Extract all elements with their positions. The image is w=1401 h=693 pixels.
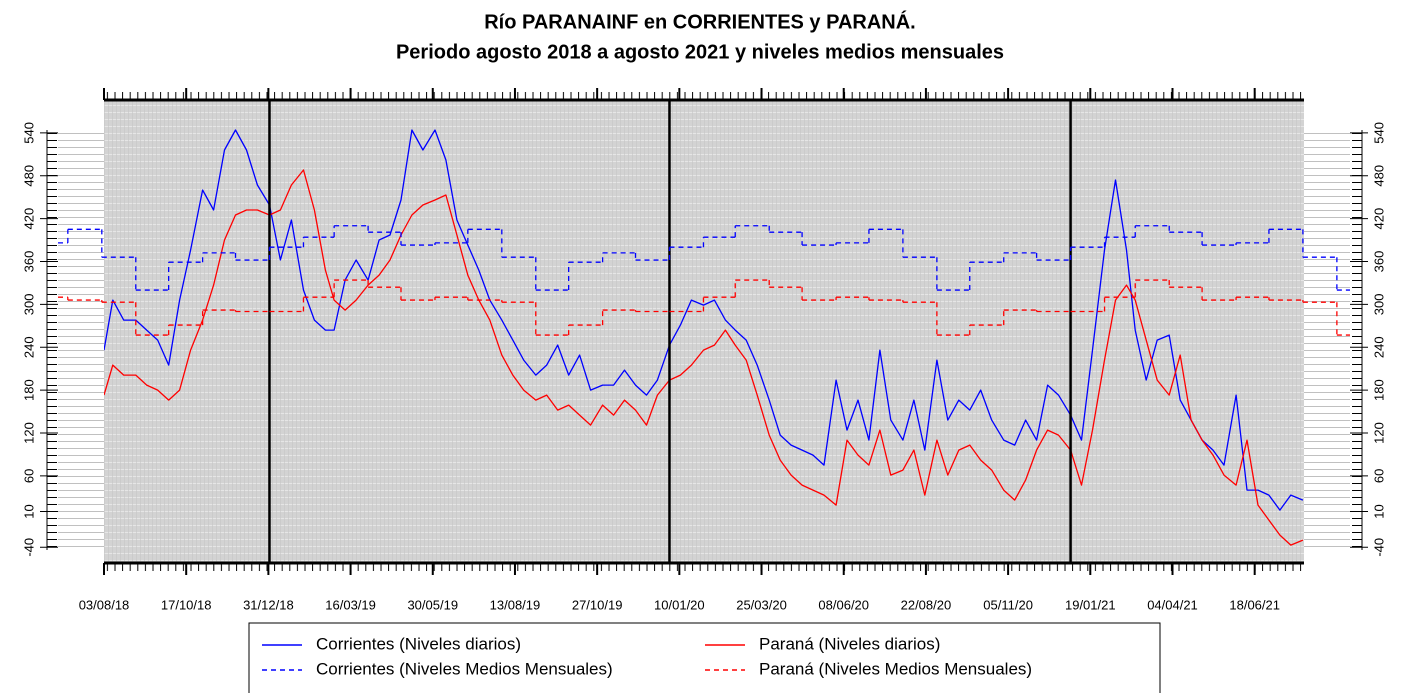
y-tick-label: 180 [21,379,36,401]
y2-tick-label: 120 [1371,422,1386,444]
x-tick-label: 04/04/21 [1147,597,1198,612]
chart-subtitle: Periodo agosto 2018 a agosto 2021 y nive… [396,41,1004,63]
y-tick-label: 540 [21,122,36,144]
x-tick-label: 18/06/21 [1229,597,1280,612]
side-grid [58,130,104,550]
y2-tick-label: 300 [1371,293,1386,315]
plot-background [104,100,1304,563]
x-tick-label: 25/03/20 [736,597,787,612]
left-minor-ticks [47,130,57,550]
y2-tick-label: 540 [1371,122,1386,144]
legend-label: Paraná (Niveles Medios Mensuales) [759,659,1032,678]
x-tick-label: 05/11/20 [983,597,1033,612]
y-tick-label: -40 [21,538,36,557]
legend-label: Corrientes (Niveles Medios Mensuales) [316,659,613,678]
legend-label: Paraná (Niveles diarios) [759,634,940,653]
y2-tick-label: 240 [1371,336,1386,358]
x-tick-label: 13/08/19 [490,597,541,612]
legend [248,622,1161,693]
plot-area [104,129,1304,546]
y-tick-label: 120 [21,422,36,444]
chart-title: Río PARANAINF en CORRIENTES y PARANÁ. [484,10,916,33]
top-minor-ticks [104,92,1304,100]
x-tick-label: 19/01/21 [1065,597,1116,612]
x-tick-label: 10/01/20 [654,597,705,612]
x-tick-label: 17/10/18 [161,597,212,612]
y2-tick-label: 10 [1371,504,1386,518]
y2-tick-label: 360 [1371,251,1386,273]
y-tick-label: 10 [21,504,36,518]
x-tick-label: 30/05/19 [407,597,458,612]
x-tick-label: 31/12/18 [243,597,294,612]
x-tick-label: 27/10/19 [572,597,623,612]
daily-line [104,169,1304,546]
x-tick-label: 08/06/20 [818,597,869,612]
y-tick-label: 420 [21,208,36,230]
y-tick-label: 480 [21,165,36,187]
bottom-minor-ticks [104,563,1304,571]
side-grid [1304,130,1350,550]
y2-tick-label: -40 [1371,538,1386,557]
y-tick-label: 240 [21,336,36,358]
x-tick-label: 03/08/18 [79,597,130,612]
y-tick-label: 300 [21,293,36,315]
y2-tick-label: 180 [1371,379,1386,401]
y-tick-label: 60 [21,469,36,483]
y2-tick-label: 60 [1371,469,1386,483]
y2-tick-label: 420 [1371,208,1386,230]
x-tick-label: 22/08/20 [901,597,952,612]
right-minor-ticks [1352,130,1362,550]
y2-tick-label: 480 [1371,165,1386,187]
y-tick-label: 360 [21,251,36,273]
legend-label: Corrientes (Niveles diarios) [316,634,521,653]
daily-line [104,129,1304,511]
x-tick-label: 16/03/19 [325,597,376,612]
